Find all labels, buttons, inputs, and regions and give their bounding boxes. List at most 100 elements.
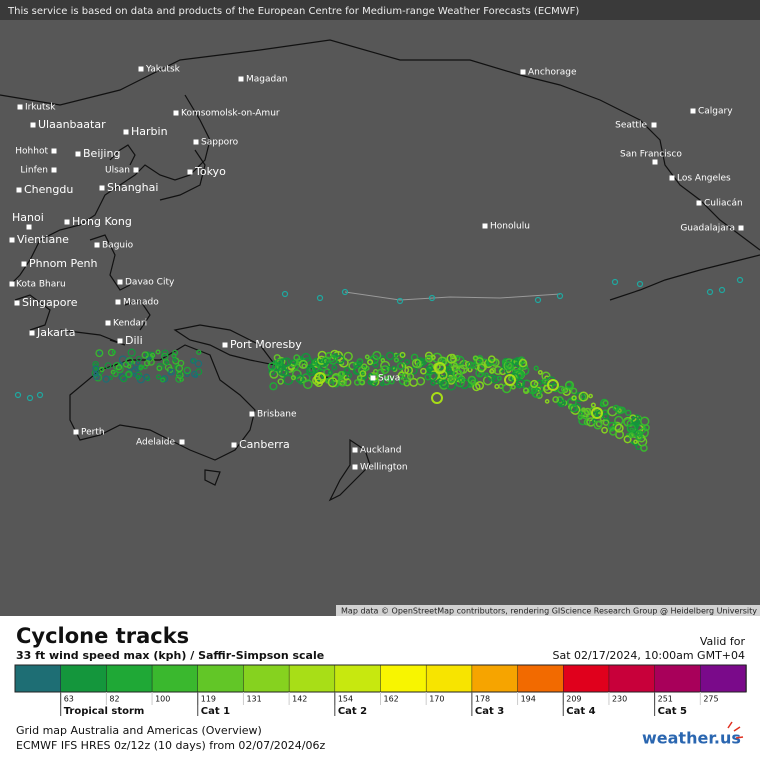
header-bar xyxy=(0,0,760,20)
track-dot xyxy=(533,365,539,371)
track-dot xyxy=(560,387,566,393)
scale-segment xyxy=(608,664,656,693)
track-dot xyxy=(458,376,465,383)
track-dot xyxy=(356,358,364,365)
track-dot xyxy=(552,396,560,403)
track-dot xyxy=(437,356,448,367)
track-dot xyxy=(591,407,603,419)
city-label: Auckland xyxy=(360,446,401,456)
city-marker xyxy=(738,225,744,231)
city-label: Canberra xyxy=(239,438,290,451)
track-dot xyxy=(551,383,560,393)
city-marker xyxy=(29,330,35,336)
track-dot xyxy=(434,362,446,374)
track-dot xyxy=(399,351,406,358)
category-label: Cat 5 xyxy=(658,706,687,717)
map-background xyxy=(0,0,760,616)
track-dot xyxy=(111,349,116,355)
track-dot xyxy=(570,387,578,395)
track-dot xyxy=(615,406,624,415)
track-dot xyxy=(190,357,196,364)
category-label: Cat 3 xyxy=(475,706,504,717)
track-dot xyxy=(590,402,596,408)
track-dot xyxy=(380,365,390,374)
track-dot xyxy=(274,358,283,367)
track-dot xyxy=(156,365,163,372)
track-dot xyxy=(396,297,404,305)
track-dot xyxy=(706,288,714,296)
track-dot xyxy=(426,365,433,373)
track-dot xyxy=(446,353,457,364)
track-dot xyxy=(314,372,326,384)
city-marker xyxy=(133,167,139,173)
track-dot xyxy=(306,366,317,377)
city-marker xyxy=(520,69,526,75)
track-dot xyxy=(424,351,433,360)
track-dot xyxy=(404,359,411,366)
track-dot xyxy=(409,366,418,375)
track-dot xyxy=(335,354,345,365)
track-dot xyxy=(115,364,123,371)
footer-model: ECMWF IFS HRES 0z/12z (10 days) from 02/… xyxy=(16,739,326,752)
track-dot xyxy=(339,370,345,377)
track-dot xyxy=(577,414,583,420)
track-dot xyxy=(588,393,593,399)
track-dot xyxy=(428,371,438,381)
scale-tick-label: 170 xyxy=(429,695,444,704)
city-label: San Francisco xyxy=(620,150,682,160)
track-dot xyxy=(498,367,504,373)
track-dot xyxy=(172,357,178,363)
header-notice: This service is based on data and produc… xyxy=(7,6,579,17)
city-label: Honolulu xyxy=(490,222,530,232)
scale-segment xyxy=(471,664,519,693)
track-dot xyxy=(416,376,426,386)
track-dot xyxy=(316,294,324,302)
track-dot xyxy=(602,400,609,407)
track-dot xyxy=(438,374,445,382)
track-dot xyxy=(92,365,100,373)
track-dot xyxy=(484,372,489,378)
city-marker xyxy=(187,169,193,175)
track-dot xyxy=(564,380,575,390)
track-dot xyxy=(536,392,543,399)
city-marker xyxy=(115,299,121,305)
city-label: Phnom Penh xyxy=(29,257,97,270)
track-dot xyxy=(504,374,516,386)
scale-segment xyxy=(425,664,473,693)
track-dot xyxy=(99,366,105,373)
track-dot xyxy=(102,375,110,383)
track-dot xyxy=(397,371,406,380)
track-dot xyxy=(431,392,443,404)
track-dot xyxy=(298,359,308,370)
track-dot xyxy=(544,399,550,404)
city-label: Hohhot xyxy=(15,147,48,157)
track-dot xyxy=(556,396,564,404)
city-marker xyxy=(482,223,488,229)
track-dot xyxy=(143,373,150,380)
track-dot xyxy=(367,379,373,385)
track-dot xyxy=(132,372,138,377)
track-dot xyxy=(343,351,353,362)
city-marker xyxy=(51,167,57,173)
track-dot xyxy=(636,280,644,288)
track-dot xyxy=(511,358,520,366)
track-dot xyxy=(126,364,132,369)
track-dot xyxy=(617,408,622,413)
track-dot xyxy=(547,379,559,391)
city-label: Suva xyxy=(378,374,400,384)
track-dot xyxy=(611,278,619,286)
city-label: Singapore xyxy=(22,296,78,309)
category-label: Cat 2 xyxy=(338,706,367,717)
category-label: Tropical storm xyxy=(64,706,145,717)
track-dot xyxy=(184,371,190,378)
track-dot xyxy=(325,351,333,360)
city-label: Perth xyxy=(81,428,105,438)
city-label: Linfen xyxy=(20,166,48,176)
track-dot xyxy=(115,364,124,374)
city-marker xyxy=(249,411,255,417)
track-dot xyxy=(194,359,203,368)
scale-tick-label: 154 xyxy=(338,695,353,704)
track-dot xyxy=(385,351,395,361)
category-label: Cat 4 xyxy=(566,706,595,717)
track-dot xyxy=(531,388,537,394)
